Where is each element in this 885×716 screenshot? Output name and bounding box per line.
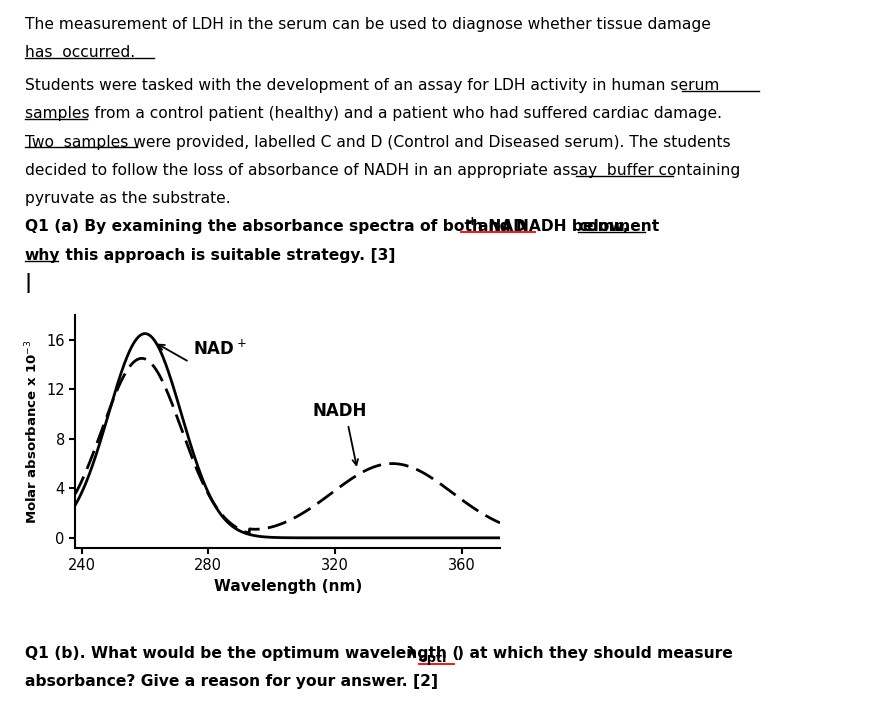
Text: ) at which they should measure: ) at which they should measure [457,646,733,661]
Text: absorbance? Give a reason for your answer. [2]: absorbance? Give a reason for your answe… [25,674,438,689]
Text: The measurement of LDH in the serum can be used to diagnose whether tissue damag: The measurement of LDH in the serum can … [25,17,711,32]
Text: this approach is suitable strategy. [3]: this approach is suitable strategy. [3] [60,248,396,263]
Text: opti: opti [419,652,447,664]
Text: Q1 (a) By examining the absorbance spectra of both NAD: Q1 (a) By examining the absorbance spect… [25,219,526,234]
Y-axis label: Molar absorbance x 10$^{-3}$: Molar absorbance x 10$^{-3}$ [24,339,41,524]
Text: has  occurred.: has occurred. [25,46,135,60]
X-axis label: Wavelength (nm): Wavelength (nm) [213,579,362,594]
Text: why: why [25,248,60,263]
Text: NADH: NADH [313,402,367,420]
Text: samples from a control patient (healthy) and a patient who had suffered cardiac : samples from a control patient (healthy)… [25,106,722,121]
Text: |: | [25,273,32,293]
Text: decided to follow the loss of absorbance of NADH in an appropriate assay  buffer: decided to follow the loss of absorbance… [25,163,740,178]
Text: λ: λ [406,646,416,661]
Text: and NADH below,: and NADH below, [478,219,634,234]
Text: Students were tasked with the development of an assay for LDH activity in human : Students were tasked with the developmen… [25,78,720,93]
Text: pyruvate as the substrate.: pyruvate as the substrate. [25,191,230,206]
Text: Two  samples were provided, labelled C and D (Control and Diseased serum). The s: Two samples were provided, labelled C an… [25,135,730,150]
Text: +: + [466,215,477,228]
Text: NAD$^+$: NAD$^+$ [193,339,246,359]
Text: comment: comment [578,219,659,234]
Text: Q1 (b). What would be the optimum wavelength (: Q1 (b). What would be the optimum wavele… [25,646,459,661]
